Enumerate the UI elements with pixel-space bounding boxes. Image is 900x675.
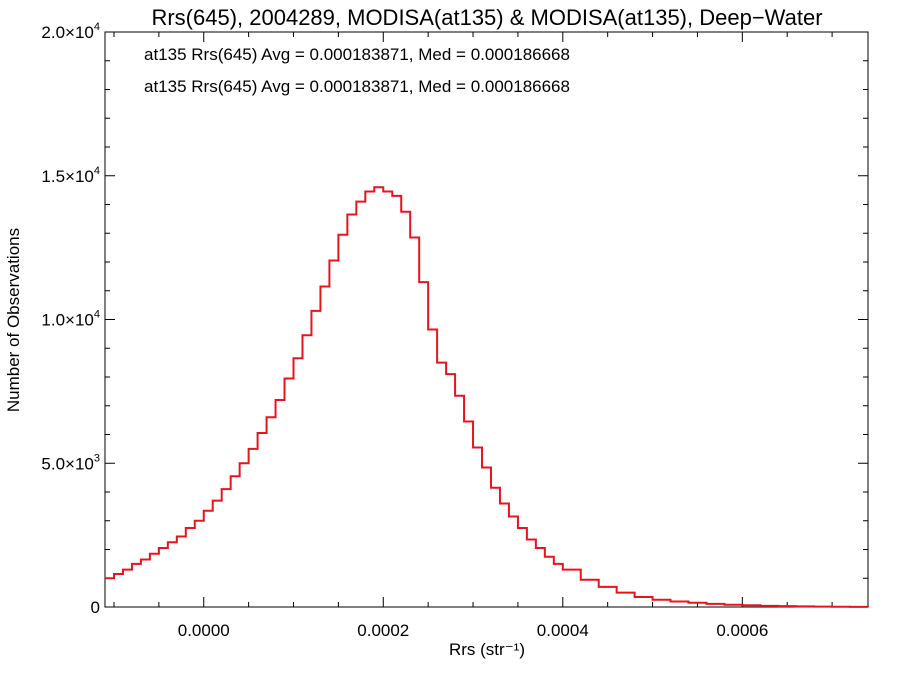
series-histogram-line (105, 186, 869, 608)
axis-ticks (105, 31, 868, 608)
annotation-black: at135 Rrs(645) Avg = 0.000183871, Med = … (144, 45, 570, 64)
x-tick-label: 0.0002 (357, 621, 409, 640)
chart-title: Rrs(645), 2004289, MODISA(at135) & MODIS… (151, 5, 822, 30)
y-axis-label: Number of Observations (4, 228, 23, 412)
x-axis-label: Rrs (str⁻¹) (449, 640, 525, 659)
y-tick-labels: 0 5.0×103 1.0×104 1.5×104 2.0×104 (41, 21, 100, 617)
y-tick-label: 2.0×104 (41, 21, 100, 42)
y-tick-label: 5.0×103 (41, 452, 100, 473)
y-tick-label: 1.0×104 (41, 309, 100, 330)
x-tick-label: 0.0004 (537, 621, 589, 640)
y-tick-label: 0 (91, 598, 100, 617)
annotation-red: at135 Rrs(645) Avg = 0.000183871, Med = … (144, 77, 570, 96)
x-tick-label: 0.0006 (716, 621, 768, 640)
x-tick-labels: 0.0000 0.0002 0.0004 0.0006 (178, 621, 769, 640)
x-tick-label: 0.0000 (178, 621, 230, 640)
plot-frame (104, 31, 869, 608)
y-tick-label: 1.5×104 (41, 165, 100, 186)
